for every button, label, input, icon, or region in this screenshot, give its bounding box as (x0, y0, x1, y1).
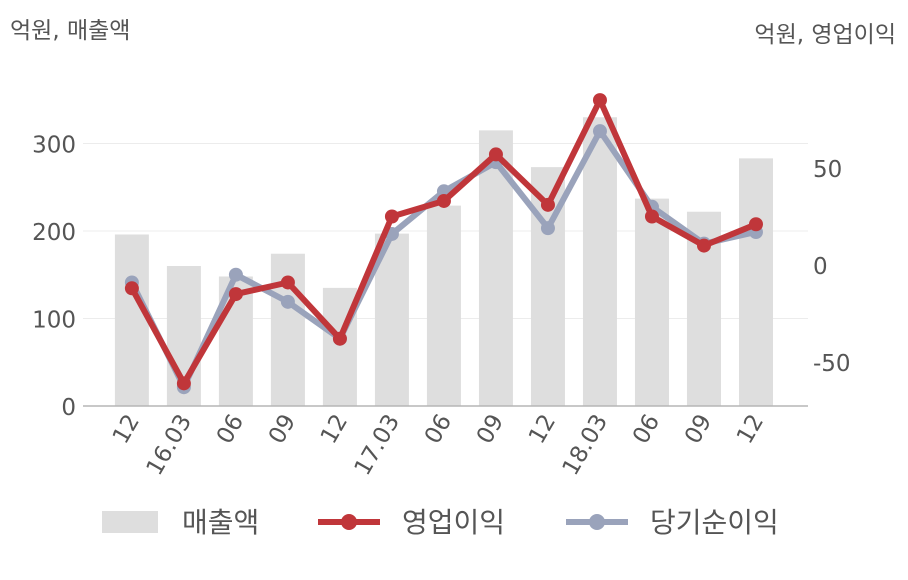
left-tick-2: 200 (32, 220, 76, 246)
right-tick-2: 50 (813, 157, 842, 183)
bar-12 (738, 158, 773, 406)
point-당기순이익-2 (228, 267, 243, 282)
point-영업이익-6 (436, 193, 451, 208)
legend-swatch-revenue (102, 511, 158, 533)
point-영업이익-0 (124, 281, 139, 296)
point-영업이익-11 (696, 238, 711, 253)
left-tick-0: 0 (61, 395, 76, 421)
bar-0 (114, 234, 149, 406)
point-영업이익-1 (176, 376, 191, 391)
left-tick-1: 100 (32, 308, 76, 334)
legend-label-net: 당기순이익 (650, 506, 779, 539)
point-영업이익-10 (644, 209, 659, 224)
x-tick-12: 12 (732, 410, 769, 448)
bar-9 (582, 117, 617, 406)
bar-10 (634, 198, 669, 406)
x-tick-6: 06 (420, 410, 457, 448)
x-tick-11: 09 (680, 410, 717, 448)
x-tick-8: 12 (524, 410, 561, 448)
x-tick-1: 16.03 (142, 410, 197, 480)
revenue-bars (114, 117, 773, 406)
legend: 매출액 영업이익 당기순이익 (102, 506, 779, 539)
bar-6 (426, 205, 461, 406)
point-영업이익-4 (332, 331, 347, 346)
point-영업이익-2 (228, 287, 243, 302)
point-영업이익-5 (384, 209, 399, 224)
legend-swatch-dot-net (589, 514, 605, 530)
x-tick-10: 06 (628, 410, 665, 448)
point-영업이익-9 (592, 93, 607, 108)
profit-lines (124, 93, 763, 395)
point-영업이익-8 (540, 197, 555, 212)
x-tick-2: 06 (212, 410, 249, 448)
x-tick-4: 12 (316, 410, 353, 448)
x-tick-5: 17.03 (350, 410, 405, 480)
x-tick-7: 09 (472, 410, 509, 448)
right-tick-1: 0 (813, 254, 828, 280)
left-axis-ticks: 0 100 200 300 (32, 133, 76, 422)
point-당기순이익-8 (540, 221, 555, 236)
x-tick-3: 09 (264, 410, 301, 448)
point-영업이익-3 (280, 275, 295, 290)
left-axis-unit-label: 억원, 매출액 (10, 18, 130, 44)
point-영업이익-7 (488, 147, 503, 162)
left-tick-3: 300 (32, 133, 76, 159)
x-tick-9: 18.03 (558, 410, 613, 480)
x-tick-0: 12 (108, 410, 145, 448)
legend-swatch-dot-operating (341, 514, 357, 530)
right-axis-ticks: -50 0 50 (813, 157, 851, 377)
right-tick-0: -50 (813, 351, 851, 377)
right-axis-unit-label: 억원, 영업이익 (754, 22, 896, 48)
point-영업이익-12 (748, 217, 763, 232)
legend-label-operating: 영업이익 (402, 506, 505, 539)
legend-label-revenue: 매출액 (182, 506, 259, 539)
point-당기순이익-9 (592, 124, 607, 139)
point-당기순이익-3 (280, 294, 295, 309)
